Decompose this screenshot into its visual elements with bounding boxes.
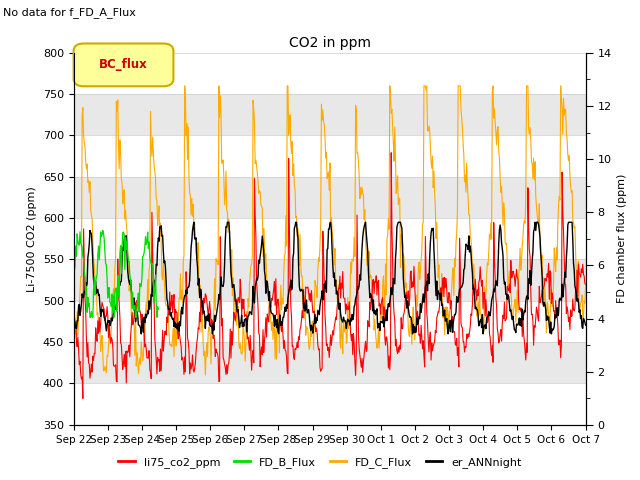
Bar — [74, 94, 586, 135]
Y-axis label: FD chamber flux (ppm): FD chamber flux (ppm) — [617, 174, 627, 303]
Bar — [74, 177, 586, 218]
Text: No data for f_FD_A_Flux: No data for f_FD_A_Flux — [3, 7, 136, 18]
Bar — [74, 342, 586, 384]
Bar — [74, 260, 586, 301]
Legend: li75_co2_ppm, FD_B_Flux, FD_C_Flux, er_ANNnight: li75_co2_ppm, FD_B_Flux, FD_C_Flux, er_A… — [114, 452, 526, 472]
FancyBboxPatch shape — [74, 44, 173, 86]
Y-axis label: Li-7500 CO2 (ppm): Li-7500 CO2 (ppm) — [27, 186, 37, 292]
Title: CO2 in ppm: CO2 in ppm — [289, 36, 371, 50]
Text: BC_flux: BC_flux — [99, 59, 148, 72]
